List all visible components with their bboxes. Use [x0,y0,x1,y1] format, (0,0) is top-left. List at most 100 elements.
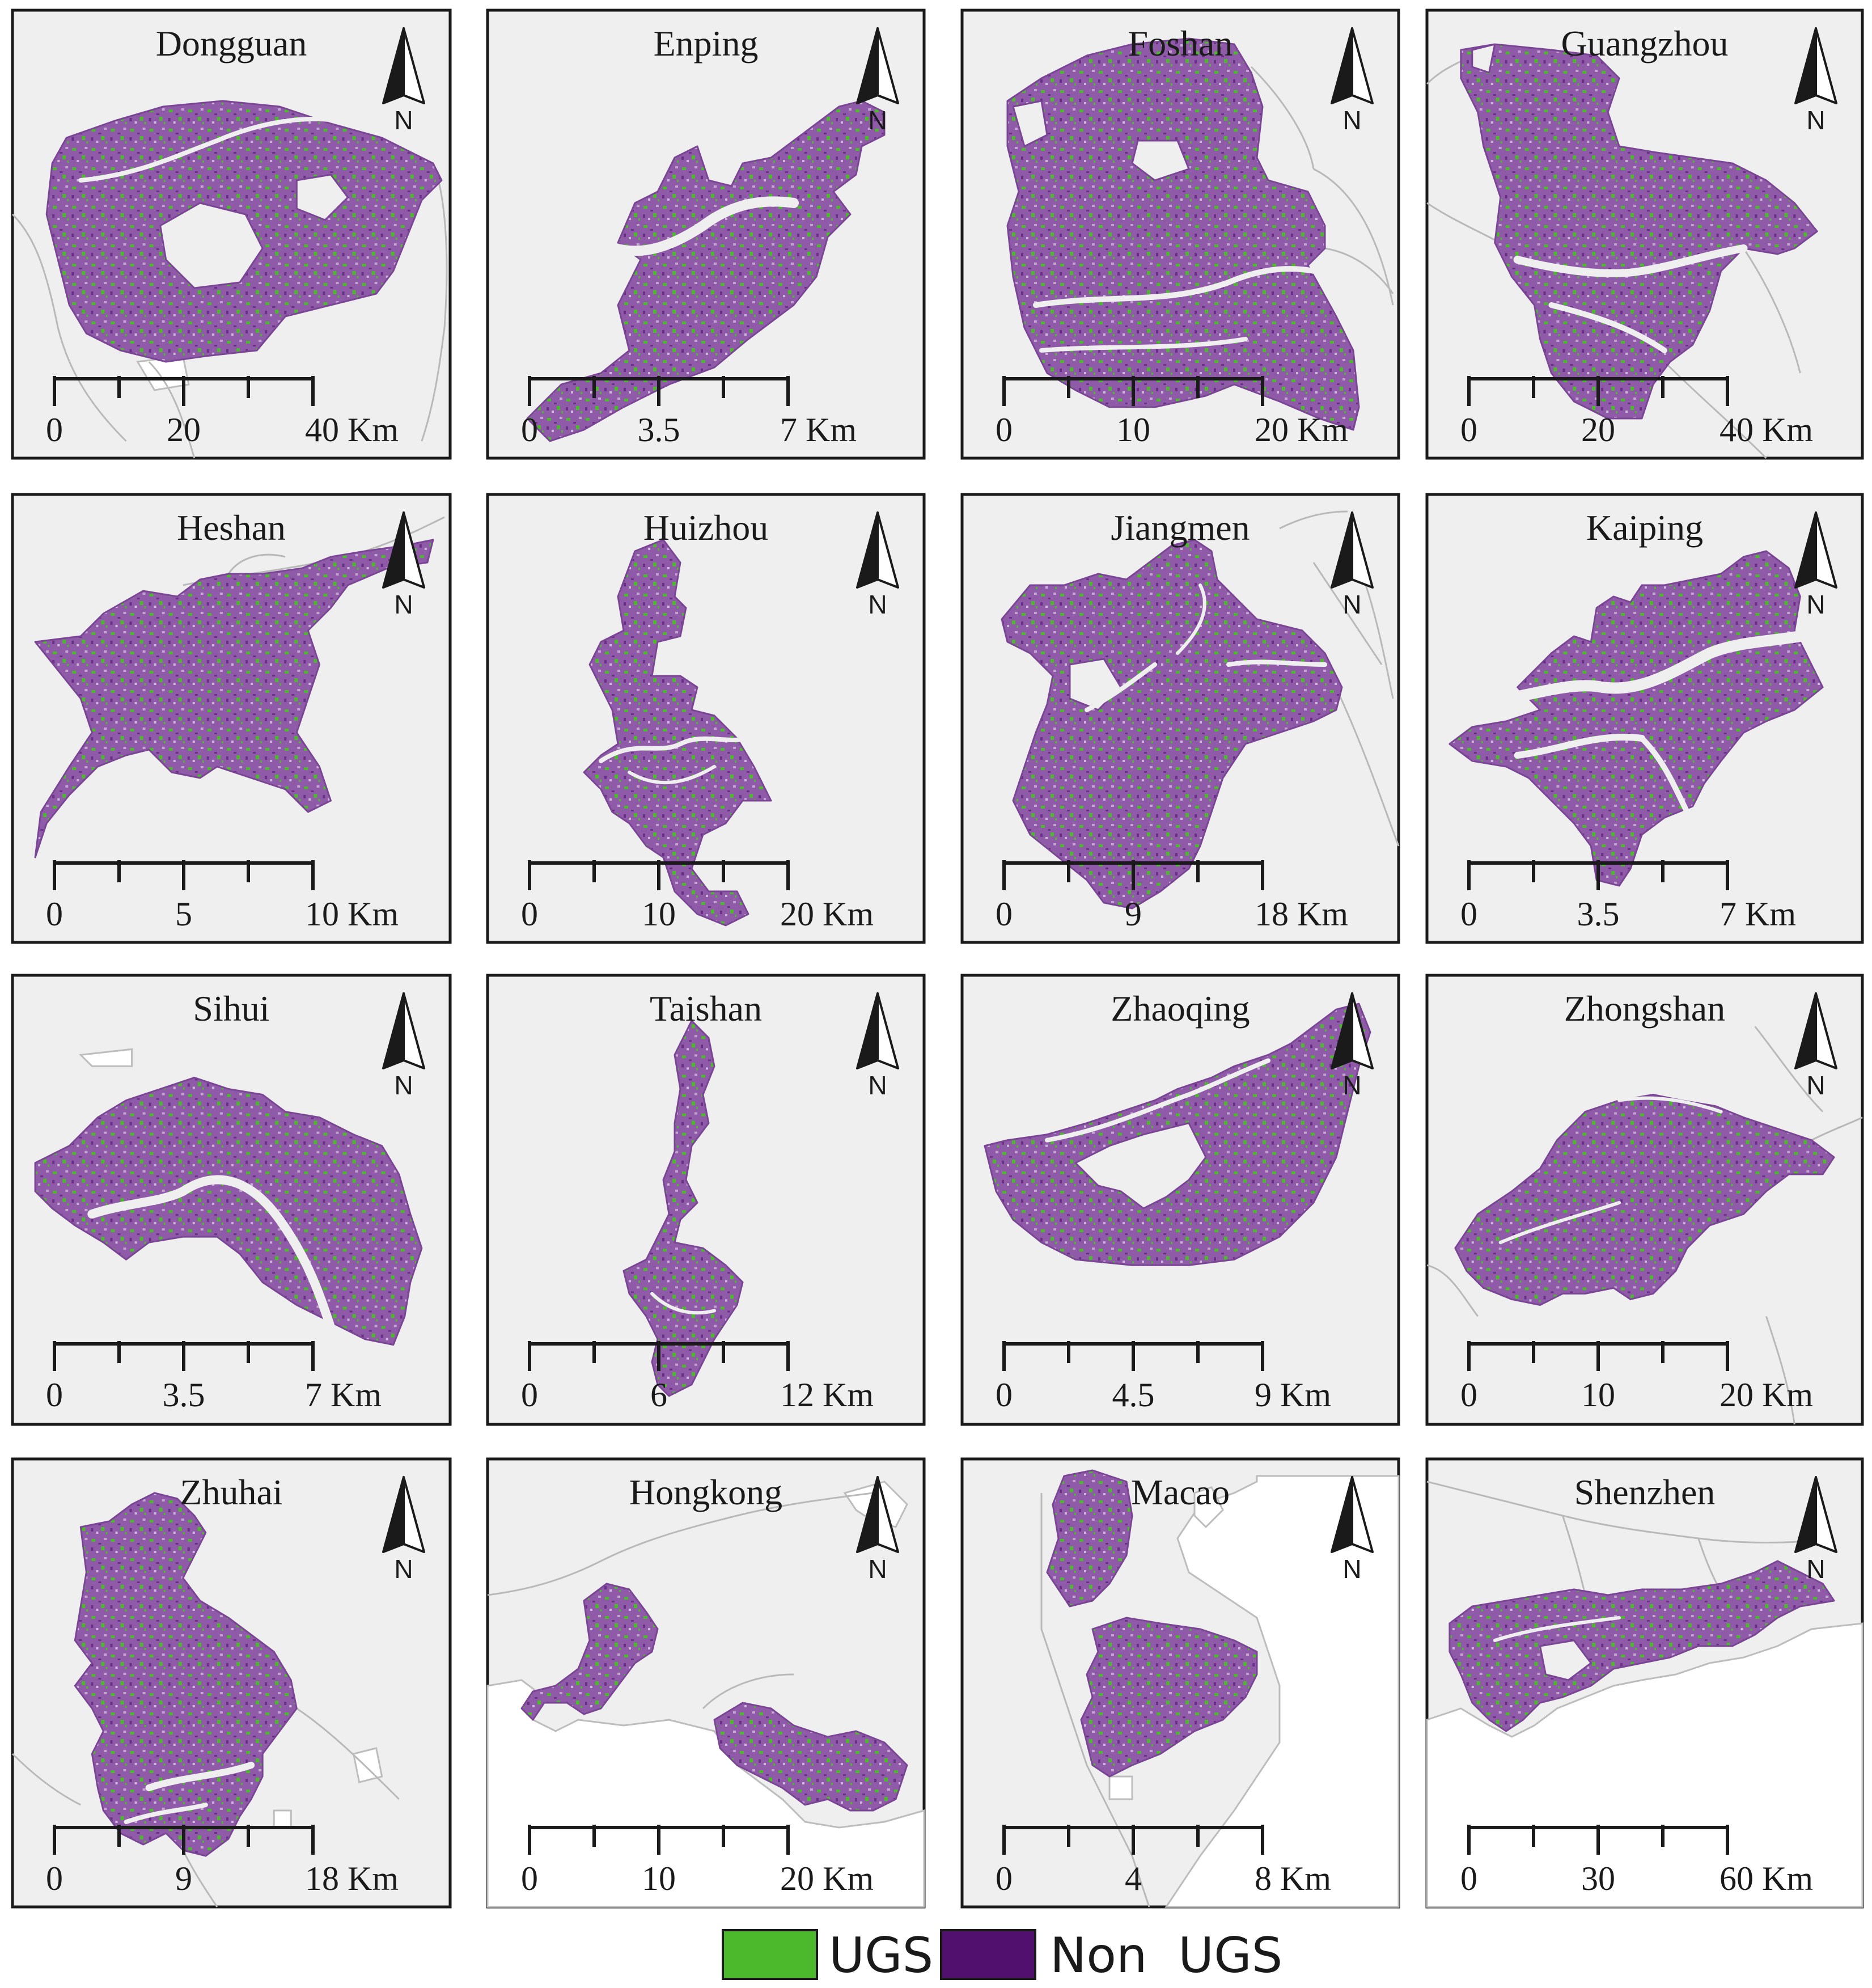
scale-tick-label: 20 Km [780,895,874,933]
map-content [622,1020,744,1397]
scale-tick-label: 0 [521,1376,538,1414]
north-label: N [868,1554,887,1584]
admin-boundary [1743,248,1801,374]
north-arrow-icon: N [856,1476,899,1584]
panel-title: Kaiping [1586,507,1703,548]
scale-tick-label: 20 [1581,411,1615,449]
scale-tick-label: 3.5 [1577,895,1620,933]
panel-title: Macao [1131,1472,1230,1512]
legend-swatch [940,1929,1036,1980]
urban-area [520,1583,908,1812]
north-label: N [868,1071,887,1100]
north-arrow-icon: N [1331,1476,1374,1584]
scale-tick-label: 20 Km [1255,411,1348,449]
north-label: N [868,105,887,135]
admin-boundary [1312,562,1383,665]
scale-tick-label: 12 Km [780,1376,874,1414]
map-panel-guangzhou: Guangzhou N 0 20 40 Km [1425,9,1864,460]
admin-boundary [1426,1481,1835,1543]
map-content [34,1048,423,1346]
scale-tick-label: 0 [521,1860,538,1897]
scale-tick-label: 0 [46,1376,63,1414]
scale-tick-label: 40 Km [1719,411,1813,449]
river [1548,302,1667,353]
map-panel-dongguan: Dongguan N 0 20 40 Km [11,9,452,460]
river [1039,337,1248,353]
water-body [1193,1486,1224,1529]
river [87,1175,336,1333]
scale-tick-label: 7 Km [780,411,857,449]
north-label: N [1806,1071,1825,1100]
north-arrow-icon: N [382,511,425,619]
scale-tick-label: 20 Km [780,1860,874,1897]
water-body [273,1809,292,1829]
scale-bar: 0 30 60 Km [1460,1825,1813,1897]
scale-tick-label: 6 [650,1376,667,1414]
admin-boundary [421,163,448,442]
north-arrow-icon: N [1331,992,1374,1100]
north-label: N [394,105,413,135]
scale-bar: 0 9 18 Km [996,860,1348,933]
scale-tick-label: 18 Km [305,1860,399,1897]
river [1513,244,1748,277]
scale-tick-label: 4.5 [1112,1376,1155,1414]
scale-tick-label: 4 [1125,1860,1142,1897]
scale-bar: 0 10 20 Km [521,1825,874,1897]
scale-bar: 0 4.5 9 Km [996,1341,1331,1414]
panel-title: Zhongshan [1564,988,1725,1029]
map-content [583,539,772,927]
river [650,1292,716,1315]
scale-tick-label: 0 [996,1860,1013,1897]
scale-tick-label: 0 [996,1376,1013,1414]
scale-tick-label: 0 [46,411,63,449]
map-panel-zhongshan: Zhongshan N 0 10 20 Km [1425,974,1864,1426]
scale-bar: 0 9 18 Km [46,1825,399,1897]
map-panel-enping: Enping N 0 3.5 7 Km [486,9,926,460]
north-arrow-icon: N [1794,27,1837,135]
river [1500,631,1806,704]
scale-tick-label: 0 [521,411,538,449]
north-label: N [868,590,887,619]
river [1085,662,1157,712]
scale-tick-label: 30 [1581,1860,1615,1897]
river [1045,1058,1270,1143]
admin-boundary [1426,60,1462,85]
river [145,1762,255,1791]
scale-tick-label: 0 [996,895,1013,933]
map-content [1426,1026,1863,1425]
panel-title: Enping [654,23,759,64]
map-content [1001,510,1400,910]
admin-boundary [11,213,127,442]
north-label: N [1342,1554,1361,1584]
scale-tick-label: 7 Km [305,1376,382,1414]
legend-swatch [722,1929,818,1980]
river [1493,1616,1621,1642]
scale-bar: 0 10 20 Km [521,860,874,933]
north-arrow-icon: N [382,27,425,135]
scale-tick-label: 10 [1581,1376,1615,1414]
admin-boundary [227,553,286,574]
map-panel-sihui: Sihui N 0 3.5 7 Km [11,974,452,1426]
map-panel-zhaoqing: Zhaoqing N 0 4.5 9 Km [960,974,1400,1426]
map-panel-heshan: Heshan N 0 5 10 Km [11,493,452,944]
map-content [1449,550,1824,887]
scale-bar: 0 10 20 Km [1460,1341,1813,1414]
map-panel-macao: Macao N 0 4 8 Km [960,1457,1400,1909]
north-arrow-icon: N [382,992,425,1100]
water-body [1426,1622,1863,1908]
scale-tick-label: 0 [521,895,538,933]
scale-tick-label: 0 [996,411,1013,449]
panel-title: Hongkong [629,1472,782,1512]
river [596,196,799,256]
river [1639,735,1690,815]
scale-bar: 0 10 20 Km [996,376,1348,449]
scale-tick-label: 0 [1460,1860,1477,1897]
urban-area [622,1020,744,1397]
urban-area [984,1003,1371,1266]
north-label: N [394,590,413,619]
urban-area [34,1076,423,1346]
north-label: N [1342,105,1361,135]
river [1498,1201,1621,1245]
scale-bar: 0 6 12 Km [521,1341,874,1414]
